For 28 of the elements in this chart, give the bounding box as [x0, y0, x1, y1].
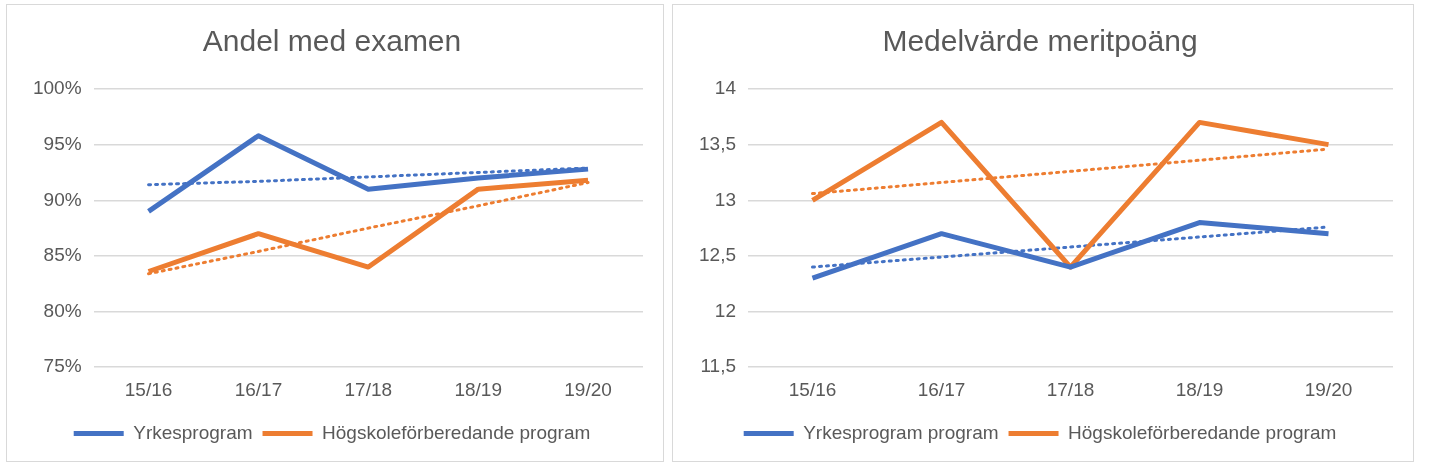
y-tick-label: 75%	[43, 355, 82, 377]
y-tick-label: 90%	[43, 188, 82, 210]
x-tick-label: 18/19	[1175, 378, 1224, 400]
y-tick-label: 100%	[32, 77, 82, 99]
x-tick-label: 17/18	[344, 378, 393, 400]
legend-label: Högskoleförberedande program	[1068, 421, 1337, 443]
x-tick-label: 18/19	[454, 378, 502, 400]
y-tick-label: 12,5	[699, 244, 736, 266]
y-tick-label: 13	[714, 188, 736, 210]
x-tick-label: 15/16	[124, 378, 173, 400]
legend-label: Yrkesprogram	[133, 421, 253, 443]
y-tick-label: 80%	[43, 299, 82, 321]
x-tick-label: 16/17	[917, 378, 966, 400]
x-tick-label: 16/17	[234, 378, 283, 400]
y-tick-label: 14	[714, 77, 737, 99]
x-tick-label: 15/16	[788, 378, 837, 400]
y-tick-label: 11,5	[700, 355, 736, 377]
legend-label: Yrkesprogram program	[803, 421, 999, 443]
chart-title: Andel med examen	[202, 24, 462, 58]
y-tick-label: 95%	[43, 132, 82, 154]
y-tick-label: 12	[714, 299, 736, 321]
x-tick-label: 17/18	[1046, 378, 1095, 400]
y-tick-label: 85%	[43, 244, 82, 266]
y-tick-label: 13,5	[699, 132, 736, 154]
legend-label: Högskoleförberedande program	[322, 421, 591, 443]
chart-title: Medelvärde meritpoäng	[882, 24, 1198, 58]
x-tick-label: 19/20	[564, 378, 612, 400]
x-tick-label: 19/20	[1304, 378, 1353, 400]
